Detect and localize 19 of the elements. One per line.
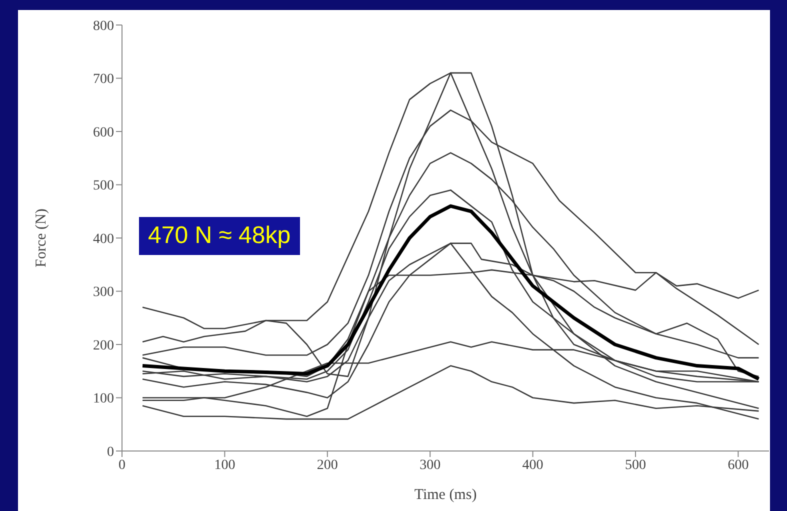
y-tick-label: 300 [93,285,114,300]
x-axis-title: Time (ms) [414,487,477,503]
y-tick-label: 700 [93,72,114,88]
x-tick-label: 600 [728,458,749,473]
y-tick-label: 0 [107,444,114,460]
y-tick-label: 800 [93,18,114,34]
x-tick-label: 200 [316,458,338,473]
x-tick-label: 100 [214,458,236,473]
x-tick-label: 500 [624,458,646,473]
x-tick-label: 400 [522,458,544,473]
x-tick-label: 300 [420,458,441,473]
y-tick-label: 600 [93,125,114,140]
x-tick-label: 0 [118,458,126,473]
annotation: 470 N ≈ 48kp [139,217,300,255]
y-axis-title: Force (N) [33,208,50,268]
y-tick-label: 400 [93,232,114,247]
y-tick-label: 500 [93,178,114,194]
y-tick-label: 200 [93,338,114,354]
y-tick-label: 100 [93,392,114,407]
